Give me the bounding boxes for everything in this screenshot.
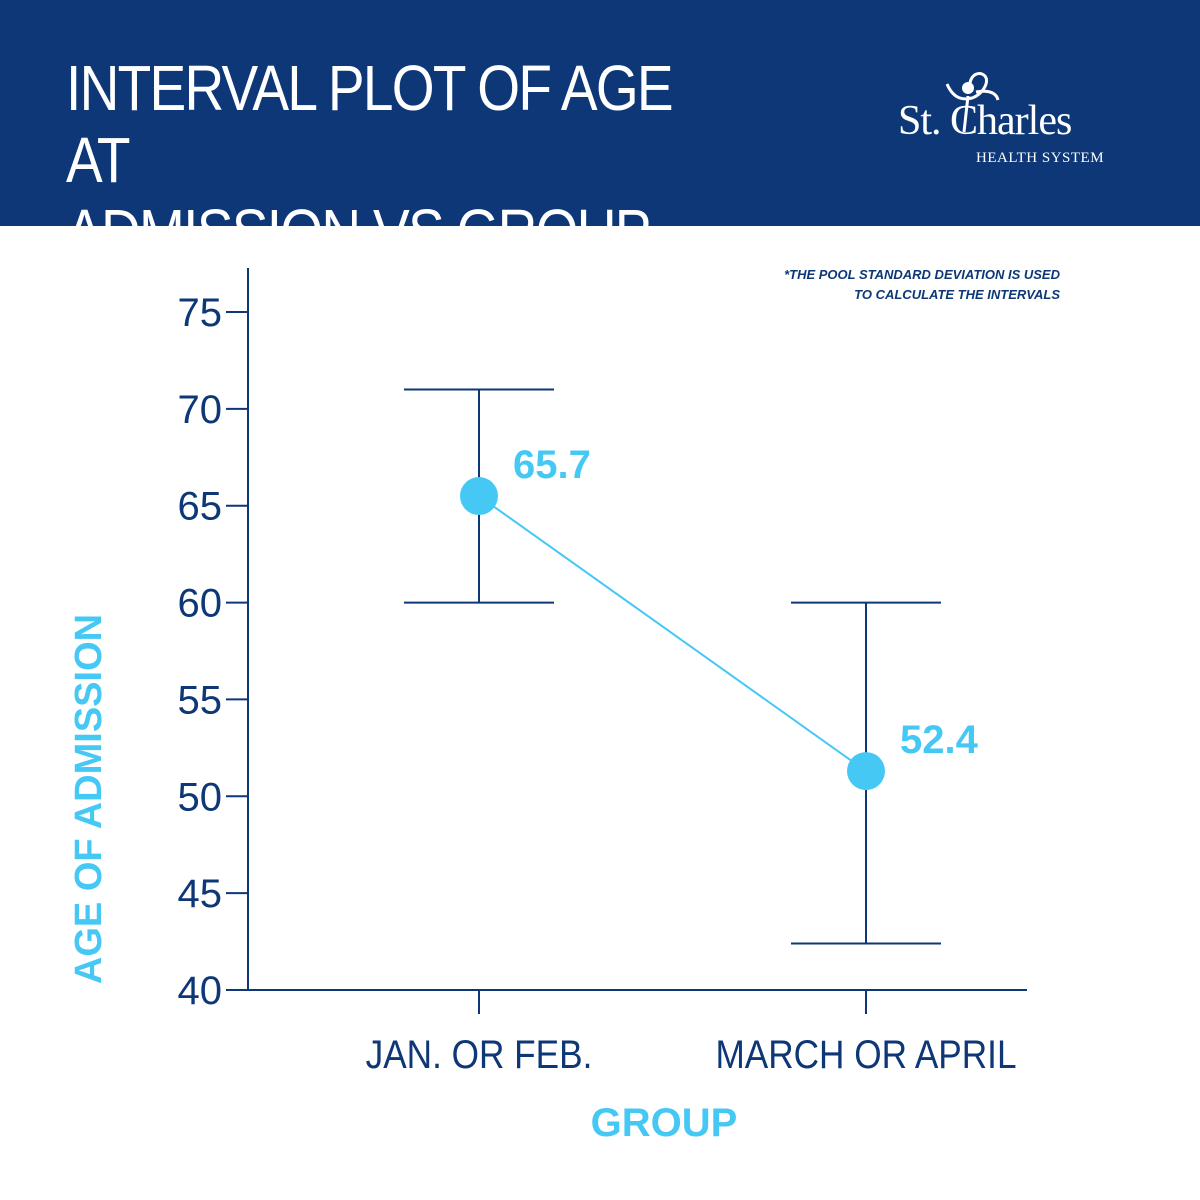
- note-line-1: *THE POOL STANDARD DEVIATION IS USED: [784, 267, 1061, 282]
- x-tick-label: JAN. OR FEB.: [366, 1032, 593, 1077]
- mean-point: [460, 477, 498, 516]
- mean-point: [847, 752, 885, 791]
- y-tick-label: 70: [178, 388, 223, 432]
- y-tick-label: 60: [178, 582, 223, 626]
- x-axis: JAN. OR FEB. MARCH OR APRIL: [248, 989, 1027, 1077]
- x-axis-title: GROUP: [591, 1101, 738, 1145]
- x-tick-label: MARCH OR APRIL: [715, 1032, 1016, 1077]
- header-banner: INTERVAL PLOT OF AGE AT ADMISSION VS GRO…: [0, 0, 1200, 268]
- y-tick-label: 75: [178, 291, 223, 335]
- data-label: 52.4: [900, 718, 979, 762]
- y-tick-label: 45: [178, 872, 223, 916]
- y-axis-title: AGE OF ADMISSION: [68, 614, 110, 984]
- page-title: INTERVAL PLOT OF AGE AT ADMISSION VS GRO…: [66, 52, 720, 268]
- logo-name: St. Charles: [898, 98, 1071, 144]
- y-tick-label: 65: [178, 485, 223, 529]
- title-line-1: INTERVAL PLOT OF AGE AT: [66, 52, 674, 196]
- figure-icon: [945, 72, 1000, 133]
- y-tick-label: 55: [178, 678, 223, 722]
- y-axis: 40 45 50 55 60 65 70 75: [178, 268, 249, 1013]
- y-tick-label: 40: [178, 969, 223, 1013]
- y-tick-label: 50: [178, 775, 223, 819]
- interval-chart: 40 45 50 55 60 65 70 75 JAN. OR FEB. MARCH OR AP…: [68, 267, 1061, 1145]
- series: 65.7 52.4: [404, 388, 979, 945]
- data-label: 65.7: [513, 443, 591, 487]
- mean-connector-line: [478, 495, 867, 772]
- logo-subtitle: HEALTH SYSTEM: [976, 150, 1104, 166]
- note-line-2: TO CALCULATE THE INTERVALS: [854, 287, 1060, 302]
- title-line-2: ADMISSION VS GROUP: [66, 196, 651, 268]
- st-charles-logo: St. Charles HEALTH SYSTEM: [898, 72, 1104, 166]
